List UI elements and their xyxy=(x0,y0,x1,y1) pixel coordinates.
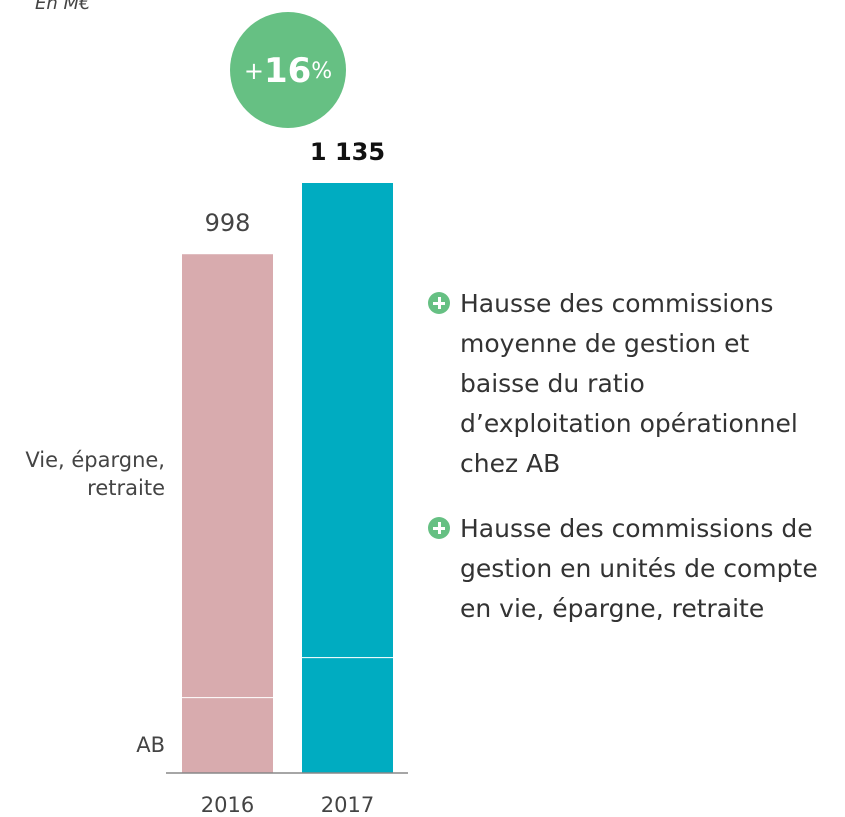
total-label: 998 xyxy=(205,209,251,237)
plus-icon xyxy=(428,517,450,539)
badge-value: 16 xyxy=(264,51,311,91)
bar-segment xyxy=(302,183,393,658)
badge-sign: + xyxy=(244,57,264,85)
badge-text: +16% xyxy=(244,51,332,91)
total-label: 1 135 xyxy=(310,138,385,166)
plus-icon xyxy=(428,292,450,314)
badge xyxy=(230,12,346,128)
note-text: Hausse des commissions de gestion en uni… xyxy=(460,514,818,623)
note: Hausse des commissions de gestion en uni… xyxy=(428,509,823,629)
bar-segment xyxy=(182,697,273,773)
series-label: Vie, épargne, retraite xyxy=(25,448,165,500)
bar-segment xyxy=(182,254,273,698)
bar-segment xyxy=(302,657,393,773)
x-tick-label: 2017 xyxy=(321,793,374,817)
note: Hausse des commissions moyenne de gestio… xyxy=(428,284,823,484)
subtitle: En M€ xyxy=(35,0,91,14)
series-label: AB xyxy=(136,733,165,757)
badge-unit: % xyxy=(311,59,332,84)
x-tick-label: 2016 xyxy=(201,793,254,817)
note-text: Hausse des commissions moyenne de gestio… xyxy=(460,289,798,478)
